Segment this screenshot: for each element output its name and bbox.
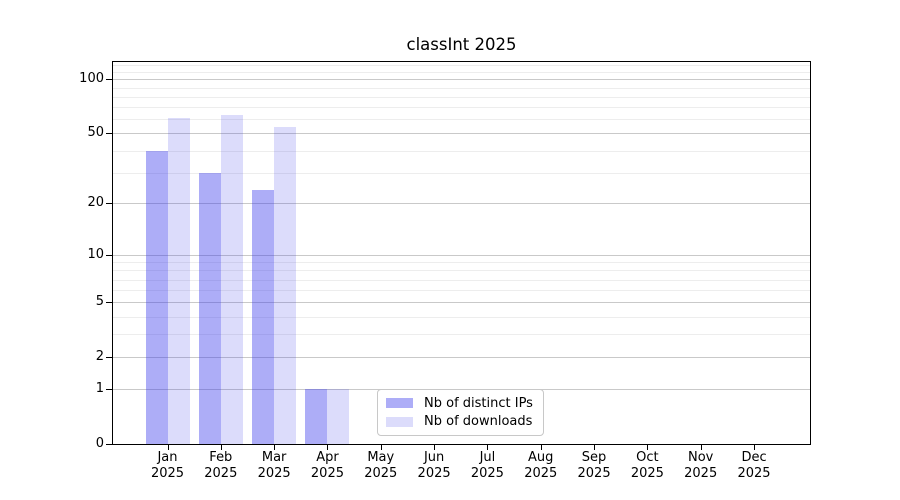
gridline-minor bbox=[113, 316, 810, 318]
legend-label: Nb of distinct IPs bbox=[424, 395, 533, 411]
x-axis-tick-label: Feb 2025 bbox=[204, 450, 238, 481]
y-tick-mark bbox=[106, 444, 112, 445]
y-tick-mark bbox=[106, 302, 112, 304]
x-tick-mark bbox=[754, 445, 756, 450]
gridline-minor bbox=[113, 270, 810, 272]
gridline-minor bbox=[113, 262, 810, 264]
x-axis-tick-label: Jan 2025 bbox=[150, 450, 185, 481]
y-axis-tick-label: 100 bbox=[79, 71, 104, 87]
y-tick-mark bbox=[106, 357, 112, 359]
gridline-minor bbox=[113, 87, 810, 89]
x-axis-tick-label: Nov 2025 bbox=[684, 450, 718, 481]
bar-downloads bbox=[327, 389, 350, 444]
bar-distinct-ips bbox=[305, 389, 328, 444]
legend-label: Nb of downloads bbox=[424, 414, 533, 430]
x-axis-tick-label: Apr 2025 bbox=[310, 450, 344, 481]
y-axis-tick-label: 1 bbox=[95, 381, 104, 397]
bar-downloads bbox=[220, 115, 243, 444]
y-tick-mark bbox=[106, 133, 112, 135]
plot-area bbox=[112, 61, 811, 445]
gridline-major bbox=[113, 79, 810, 81]
y-axis-tick-label: 2 bbox=[95, 349, 104, 365]
x-tick-mark bbox=[434, 445, 436, 450]
y-tick-mark bbox=[106, 203, 112, 205]
gridline-major bbox=[113, 357, 810, 359]
bar-downloads bbox=[167, 117, 190, 444]
x-tick-mark bbox=[700, 445, 702, 450]
legend-swatch-downloads bbox=[386, 416, 413, 427]
x-axis-tick-label: May 2025 bbox=[364, 450, 398, 481]
bar-distinct-ips bbox=[198, 172, 221, 444]
x-axis-tick-label: Jul 2025 bbox=[470, 450, 504, 481]
bar-distinct-ips bbox=[145, 150, 168, 444]
gridline-major bbox=[113, 302, 810, 304]
bar-downloads bbox=[274, 127, 297, 444]
gridline-minor bbox=[113, 279, 810, 281]
gridline-minor bbox=[113, 65, 810, 67]
legend-item: Nb of distinct IPs bbox=[384, 396, 537, 411]
x-tick-mark bbox=[487, 445, 489, 450]
y-axis-tick-label: 0 bbox=[95, 436, 104, 451]
chart-title: classInt 2025 bbox=[406, 35, 517, 54]
gridline-major bbox=[113, 254, 810, 256]
x-axis-tick-label: Sep 2025 bbox=[577, 450, 611, 481]
x-tick-mark bbox=[380, 445, 382, 450]
gridline-minor bbox=[113, 71, 810, 73]
gridline-minor bbox=[113, 172, 810, 174]
x-tick-mark bbox=[274, 445, 276, 450]
y-axis-tick-label: 50 bbox=[87, 125, 104, 141]
gridline-major bbox=[113, 133, 810, 135]
gridline-major bbox=[113, 203, 810, 205]
legend-item: Nb of downloads bbox=[384, 414, 537, 429]
gridline-minor bbox=[113, 334, 810, 336]
x-tick-mark bbox=[167, 445, 169, 450]
x-tick-mark bbox=[220, 445, 222, 450]
gridline-minor bbox=[113, 290, 810, 292]
legend-swatch-distinct-ips bbox=[386, 398, 413, 409]
y-axis-tick-label: 20 bbox=[87, 195, 104, 211]
y-tick-mark bbox=[106, 254, 112, 256]
y-tick-mark bbox=[106, 389, 112, 391]
gridline-minor bbox=[113, 107, 810, 109]
x-tick-mark bbox=[647, 445, 649, 450]
x-tick-mark bbox=[594, 445, 596, 450]
legend: Nb of distinct IPs Nb of downloads bbox=[377, 389, 544, 436]
x-axis-tick-label: Dec 2025 bbox=[737, 450, 771, 481]
x-axis-tick-label: Aug 2025 bbox=[524, 450, 558, 481]
gridline-minor bbox=[113, 119, 810, 121]
x-axis-tick-label: Oct 2025 bbox=[630, 450, 664, 481]
y-tick-mark bbox=[106, 79, 112, 81]
bar-distinct-ips bbox=[252, 189, 275, 444]
y-axis-tick-label: 10 bbox=[87, 246, 104, 262]
gridline-minor bbox=[113, 150, 810, 152]
x-axis-tick-label: Mar 2025 bbox=[257, 450, 291, 481]
gridline-minor bbox=[113, 96, 810, 98]
x-axis-tick-label: Jun 2025 bbox=[417, 450, 451, 481]
y-axis-tick-label: 5 bbox=[95, 294, 104, 310]
x-tick-mark bbox=[327, 445, 329, 450]
x-tick-mark bbox=[540, 445, 542, 450]
